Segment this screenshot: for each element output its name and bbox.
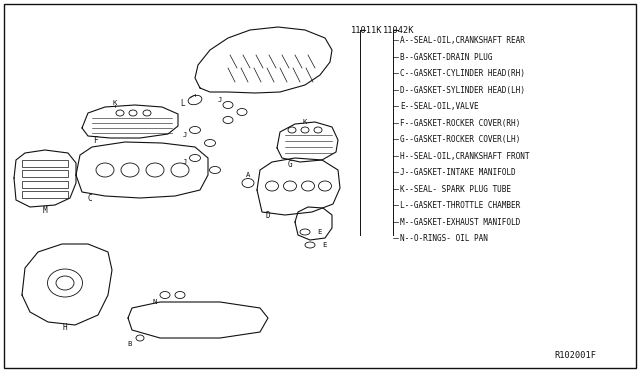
Text: L: L <box>180 99 186 108</box>
Text: H--SEAL-OIL,CRANKSHAFT FRONT: H--SEAL-OIL,CRANKSHAFT FRONT <box>400 151 529 160</box>
Text: A: A <box>246 172 250 178</box>
Bar <box>22 191 68 198</box>
Text: B: B <box>128 341 132 347</box>
Text: R102001F: R102001F <box>554 350 596 359</box>
Text: E--SEAL-OIL,VALVE: E--SEAL-OIL,VALVE <box>400 102 479 111</box>
Text: J: J <box>183 132 187 138</box>
Text: B--GASKET-DRAIN PLUG: B--GASKET-DRAIN PLUG <box>400 52 493 61</box>
Text: A--SEAL-OIL,CRANKSHAFT REAR: A--SEAL-OIL,CRANKSHAFT REAR <box>400 36 525 45</box>
Text: J: J <box>183 159 187 165</box>
Text: J: J <box>218 97 222 103</box>
Text: J--GASKET-INTAKE MANIFOLD: J--GASKET-INTAKE MANIFOLD <box>400 168 516 177</box>
Text: C: C <box>88 193 92 202</box>
Text: E: E <box>317 229 321 235</box>
Bar <box>22 170 68 177</box>
Text: N--O-RINGS- OIL PAN: N--O-RINGS- OIL PAN <box>400 234 488 243</box>
Text: N: N <box>153 299 157 305</box>
Text: C--GASKET-CYLINDER HEAD(RH): C--GASKET-CYLINDER HEAD(RH) <box>400 69 525 78</box>
Text: F--GASKET-ROCKER COVER(RH): F--GASKET-ROCKER COVER(RH) <box>400 119 520 128</box>
Text: K--SEAL- SPARK PLUG TUBE: K--SEAL- SPARK PLUG TUBE <box>400 185 511 193</box>
Text: D: D <box>266 211 270 219</box>
Text: H: H <box>63 324 67 333</box>
Text: G: G <box>288 160 292 169</box>
Text: F: F <box>93 135 97 144</box>
Text: K: K <box>303 119 307 125</box>
Text: E: E <box>322 242 326 248</box>
Text: K: K <box>113 100 117 106</box>
Text: L--GASKET-THROTTLE CHAMBER: L--GASKET-THROTTLE CHAMBER <box>400 201 520 210</box>
Text: 11011K: 11011K <box>351 26 383 35</box>
Text: M: M <box>43 205 47 215</box>
Text: G--GASKET-ROCKER COVER(LH): G--GASKET-ROCKER COVER(LH) <box>400 135 520 144</box>
Text: D--GASKET-SYLINDER HEAD(LH): D--GASKET-SYLINDER HEAD(LH) <box>400 86 525 94</box>
Text: 11042K: 11042K <box>383 26 415 35</box>
Text: M--GASKET-EXHAUST MANIFOLD: M--GASKET-EXHAUST MANIFOLD <box>400 218 520 227</box>
Bar <box>22 181 68 188</box>
Bar <box>22 160 68 167</box>
